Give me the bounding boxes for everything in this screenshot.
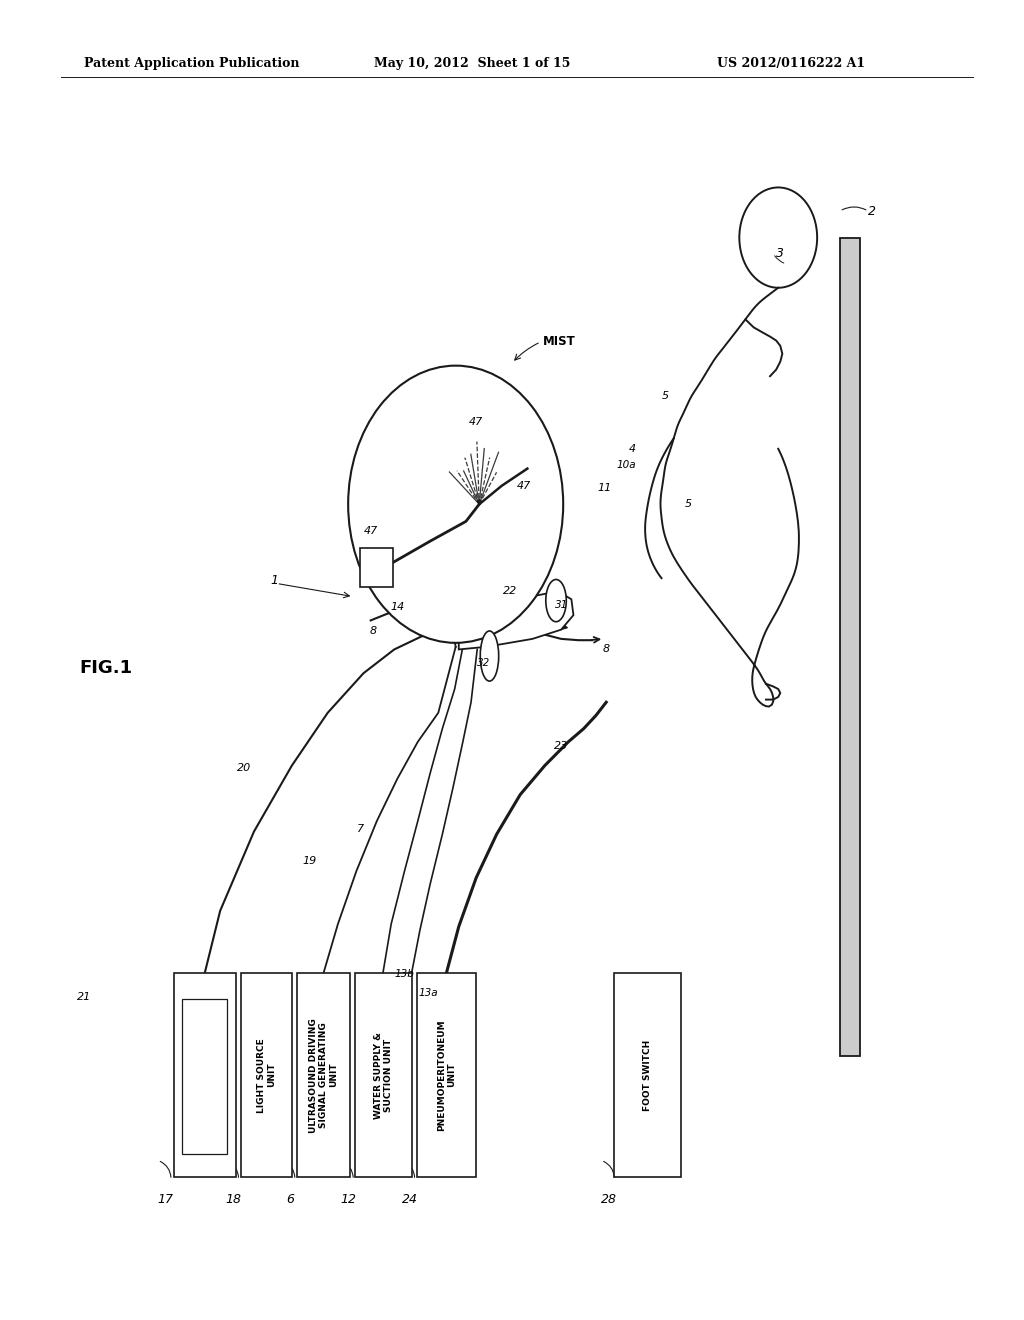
- Text: 3: 3: [776, 247, 784, 260]
- Text: Patent Application Publication: Patent Application Publication: [84, 57, 299, 70]
- Text: 14: 14: [390, 602, 404, 612]
- Text: PROCESSOR: PROCESSOR: [201, 1044, 209, 1106]
- Text: 1: 1: [270, 574, 279, 587]
- Bar: [174, 973, 236, 1177]
- Text: 28: 28: [601, 1193, 617, 1206]
- Text: 19: 19: [302, 855, 316, 866]
- Polygon shape: [459, 591, 573, 649]
- Text: 32: 32: [477, 657, 489, 668]
- Text: 47: 47: [469, 417, 483, 428]
- Text: 13a: 13a: [418, 987, 438, 998]
- Bar: [614, 973, 681, 1177]
- Text: 2: 2: [868, 205, 877, 218]
- Text: 10a: 10a: [616, 459, 637, 470]
- Bar: [360, 548, 393, 587]
- Text: 17: 17: [158, 1193, 174, 1206]
- Bar: [297, 973, 350, 1177]
- Text: 31: 31: [555, 599, 567, 610]
- Text: ULTRASOUND DRIVING
SIGNAL GENERATING
UNIT: ULTRASOUND DRIVING SIGNAL GENERATING UNI…: [308, 1018, 339, 1133]
- Bar: [417, 973, 476, 1177]
- Text: 8: 8: [370, 626, 376, 636]
- Text: FIG.1: FIG.1: [80, 659, 133, 677]
- Text: 5: 5: [663, 391, 669, 401]
- Ellipse shape: [480, 631, 499, 681]
- Text: 21: 21: [77, 991, 91, 1002]
- Circle shape: [348, 366, 563, 643]
- Text: PNEUMOPERITONEUM
UNIT: PNEUMOPERITONEUM UNIT: [437, 1019, 456, 1131]
- Ellipse shape: [546, 579, 566, 622]
- Text: 18: 18: [225, 1193, 242, 1206]
- Text: 23: 23: [554, 741, 568, 751]
- Text: 8: 8: [603, 644, 609, 655]
- Text: LIGHT SOURCE
UNIT: LIGHT SOURCE UNIT: [257, 1038, 275, 1113]
- Text: FOOT SWITCH: FOOT SWITCH: [643, 1040, 652, 1110]
- Bar: [840, 238, 860, 1056]
- Text: 11: 11: [597, 483, 611, 494]
- Text: US 2012/0116222 A1: US 2012/0116222 A1: [717, 57, 865, 70]
- Bar: [241, 973, 292, 1177]
- Text: 5: 5: [685, 499, 691, 510]
- Text: 47: 47: [517, 480, 531, 491]
- Text: May 10, 2012  Sheet 1 of 15: May 10, 2012 Sheet 1 of 15: [374, 57, 570, 70]
- Text: 20: 20: [237, 763, 251, 774]
- Bar: [182, 999, 227, 1154]
- Text: 47: 47: [364, 525, 378, 536]
- Text: WATER SUPPLY &
SUCTION UNIT: WATER SUPPLY & SUCTION UNIT: [374, 1032, 393, 1118]
- Text: 7: 7: [357, 824, 364, 834]
- Bar: [355, 973, 412, 1177]
- Text: 4: 4: [630, 444, 636, 454]
- Text: 22: 22: [503, 586, 517, 597]
- Text: 6: 6: [286, 1193, 294, 1206]
- Text: MIST: MIST: [543, 335, 575, 348]
- Text: 24: 24: [401, 1193, 418, 1206]
- Text: 12: 12: [340, 1193, 356, 1206]
- Text: 13b: 13b: [394, 969, 415, 979]
